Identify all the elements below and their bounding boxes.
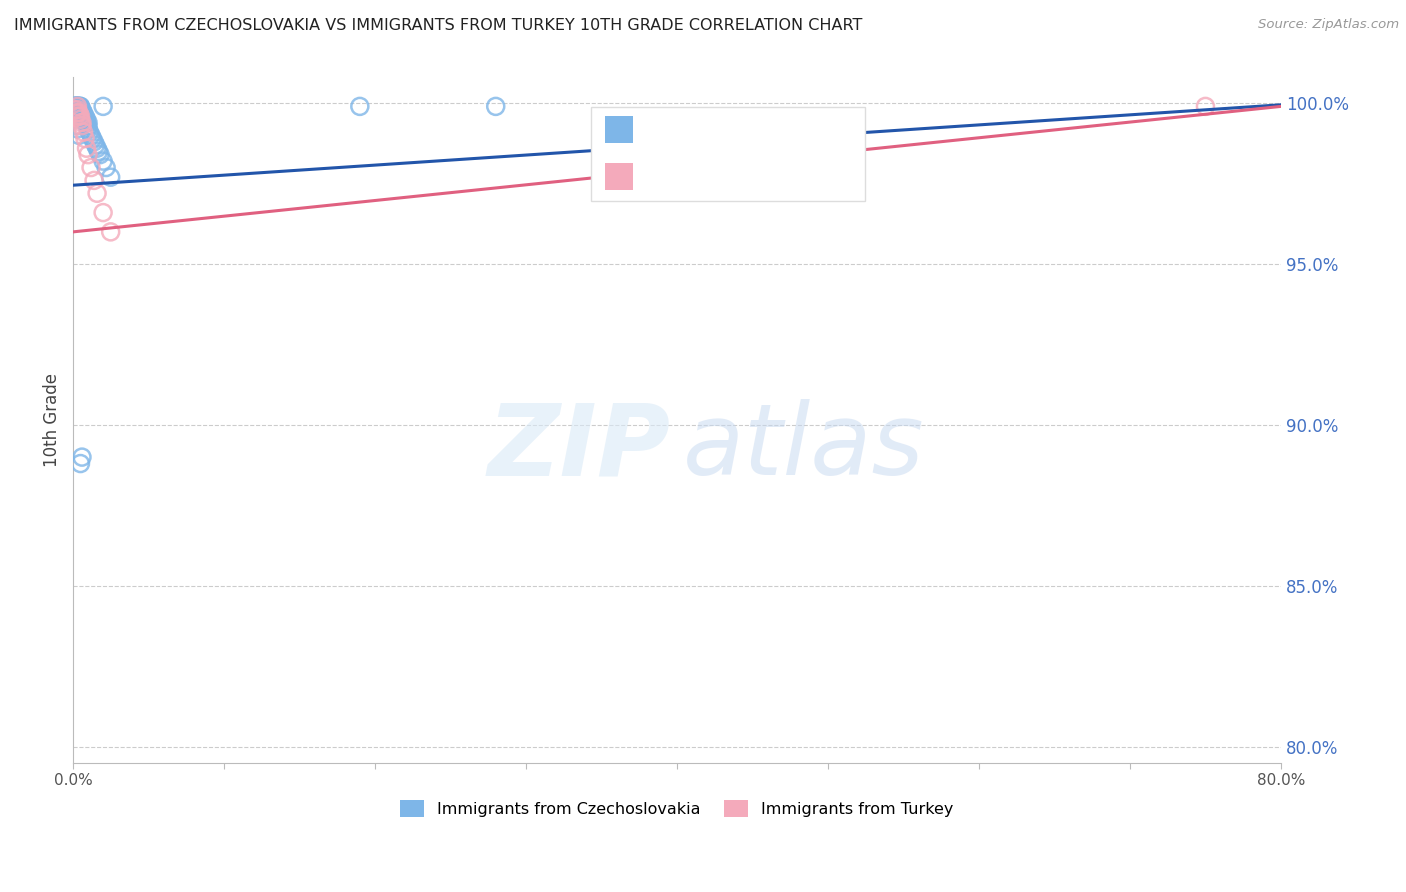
Point bbox=[77, 119, 100, 133]
Point bbox=[73, 112, 96, 127]
Point bbox=[76, 112, 98, 127]
Text: R = 0.419   N = 22: R = 0.419 N = 22 bbox=[644, 167, 801, 185]
Point bbox=[67, 99, 90, 113]
Point bbox=[63, 105, 86, 120]
Point bbox=[67, 105, 90, 120]
Point bbox=[1375, 99, 1398, 113]
Point bbox=[65, 109, 87, 123]
Point bbox=[77, 115, 100, 129]
Point bbox=[69, 457, 91, 471]
Point bbox=[66, 99, 89, 113]
Point bbox=[485, 99, 508, 113]
Point bbox=[65, 99, 87, 113]
Point bbox=[66, 122, 89, 136]
Point bbox=[77, 122, 100, 136]
Point bbox=[100, 170, 122, 185]
Point bbox=[94, 161, 117, 175]
Point bbox=[66, 109, 89, 123]
Point bbox=[67, 103, 90, 117]
Point bbox=[69, 109, 91, 123]
Point bbox=[65, 109, 87, 123]
Point bbox=[67, 105, 90, 120]
Point bbox=[70, 103, 93, 117]
Point bbox=[66, 99, 89, 113]
Point bbox=[63, 99, 86, 113]
Point bbox=[89, 147, 111, 161]
Point bbox=[66, 99, 89, 113]
Point bbox=[91, 99, 114, 113]
Point bbox=[80, 128, 103, 143]
Point bbox=[66, 103, 89, 117]
Point bbox=[66, 105, 89, 120]
Point bbox=[86, 141, 108, 155]
Point bbox=[83, 173, 105, 187]
Text: atlas: atlas bbox=[683, 399, 925, 496]
Text: Source: ZipAtlas.com: Source: ZipAtlas.com bbox=[1258, 18, 1399, 31]
Point bbox=[66, 119, 89, 133]
Point bbox=[69, 109, 91, 123]
Point bbox=[67, 128, 90, 143]
Point bbox=[65, 99, 87, 113]
Point bbox=[87, 145, 110, 159]
Point bbox=[63, 103, 86, 117]
Point bbox=[66, 105, 89, 120]
Point bbox=[63, 103, 86, 117]
Point bbox=[69, 99, 91, 113]
Point bbox=[65, 105, 87, 120]
Text: IMMIGRANTS FROM CZECHOSLOVAKIA VS IMMIGRANTS FROM TURKEY 10TH GRADE CORRELATION : IMMIGRANTS FROM CZECHOSLOVAKIA VS IMMIGR… bbox=[14, 18, 862, 33]
Point bbox=[72, 109, 94, 123]
Text: ZIP: ZIP bbox=[488, 399, 671, 496]
Point bbox=[70, 115, 93, 129]
Point bbox=[69, 99, 91, 113]
Point bbox=[69, 103, 91, 117]
Point bbox=[91, 205, 114, 219]
Point bbox=[86, 186, 108, 201]
Point bbox=[76, 141, 98, 155]
Point bbox=[80, 161, 103, 175]
Point bbox=[349, 99, 371, 113]
Point bbox=[1194, 99, 1216, 113]
Point bbox=[91, 154, 114, 169]
Point bbox=[77, 147, 100, 161]
Point bbox=[72, 105, 94, 120]
Text: R = 0.294   N = 65: R = 0.294 N = 65 bbox=[644, 120, 801, 138]
Point bbox=[76, 115, 98, 129]
Point bbox=[82, 131, 104, 145]
Point bbox=[83, 135, 105, 149]
Point bbox=[70, 105, 93, 120]
Point bbox=[65, 103, 87, 117]
Point bbox=[67, 99, 90, 113]
Point bbox=[63, 99, 86, 113]
Y-axis label: 10th Grade: 10th Grade bbox=[44, 373, 60, 467]
Point bbox=[66, 103, 89, 117]
Point bbox=[79, 125, 101, 139]
Point bbox=[84, 138, 107, 153]
Point bbox=[73, 131, 96, 145]
Legend: Immigrants from Czechoslovakia, Immigrants from Turkey: Immigrants from Czechoslovakia, Immigran… bbox=[394, 794, 960, 823]
Point bbox=[66, 103, 89, 117]
Point bbox=[70, 119, 93, 133]
Point bbox=[70, 109, 93, 123]
Point bbox=[67, 109, 90, 123]
Point bbox=[100, 225, 122, 239]
Point bbox=[73, 109, 96, 123]
Point bbox=[67, 109, 90, 123]
Point bbox=[69, 112, 91, 127]
Point bbox=[70, 112, 93, 127]
Point bbox=[66, 99, 89, 113]
Point bbox=[65, 99, 87, 113]
Point bbox=[70, 450, 93, 464]
Point bbox=[72, 125, 94, 139]
Point bbox=[65, 103, 87, 117]
Point bbox=[69, 105, 91, 120]
Point bbox=[73, 115, 96, 129]
Point bbox=[66, 99, 89, 113]
Point bbox=[65, 105, 87, 120]
Point bbox=[72, 112, 94, 127]
